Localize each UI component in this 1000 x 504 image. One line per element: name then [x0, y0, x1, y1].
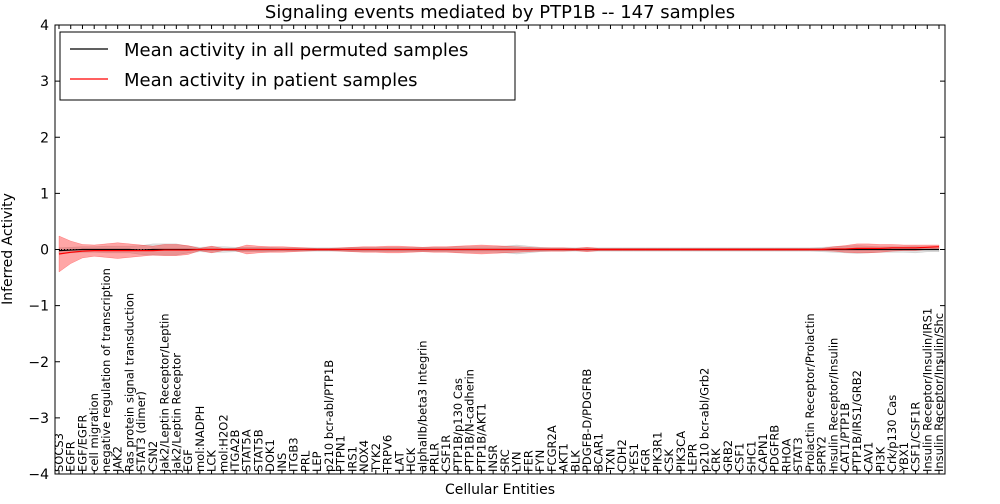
- xtick-label: p210 bcr-abl/PTP1B: [322, 360, 336, 472]
- legend-frame: [59, 31, 516, 101]
- x-axis-label: Cellular Entities: [445, 482, 555, 498]
- xtick-label: YBX1: [897, 442, 911, 473]
- xtick-label: PDGFB-D/PDGFRB: [580, 369, 594, 472]
- ytick-label: −1: [28, 299, 49, 315]
- xtick-label: JAK2: [111, 446, 125, 473]
- xtick-label: LEP: [310, 451, 324, 472]
- xtick-label: cell migration: [87, 393, 101, 472]
- xtick-label: CSK: [662, 449, 676, 472]
- xtick-label: CSF1: [733, 443, 747, 472]
- xtick-label: IRS1: [345, 446, 359, 472]
- xtick-label: PRL: [298, 450, 312, 472]
- xtick-label: Jak2/Leptin Receptor: [169, 353, 183, 473]
- xtick-label: CAT1/PTP1B: [838, 403, 852, 472]
- xtick-label: SRC: [498, 449, 512, 472]
- y-axis-label: Inferred Activity: [0, 193, 16, 305]
- xtick-label: SHC1: [744, 441, 758, 472]
- xtick-label: EGF: [181, 449, 195, 472]
- xtick-label: Jak2/Leptin Receptor/Leptin: [158, 314, 172, 473]
- ytick-label: −4: [28, 467, 49, 483]
- xtick-label: PIK3CA: [674, 431, 688, 472]
- xtick-label: TYK2: [369, 443, 383, 473]
- legend-label-permuted: Mean activity in all permuted samples: [124, 40, 468, 61]
- xtick-label: STAT3 (dimer): [134, 391, 148, 472]
- xtick-label: PDGFRB: [768, 425, 782, 472]
- xtick-label: Insulin Receptor/Insulin/Shc: [932, 313, 946, 472]
- line-series-1: [58, 246, 940, 255]
- xtick-label: Ras protein signal transduction: [122, 293, 136, 472]
- xtick-label: LEPR: [686, 443, 700, 472]
- xtick-label: STAT5A: [240, 429, 254, 472]
- series-lines: [58, 246, 940, 255]
- xtick-label: FER: [521, 450, 535, 472]
- xtick-label: SPRY2: [815, 436, 829, 472]
- xtick-label: CAV1: [862, 442, 876, 472]
- xtick-label: p210 bcr-abl/Grb2: [697, 368, 711, 472]
- xtick-label: FYN: [533, 450, 547, 472]
- legend: Mean activity in all permuted samples Me…: [59, 31, 516, 101]
- xtick-label: STAT3: [791, 437, 805, 472]
- xtick-label: Insulin Receptor/Insulin: [826, 338, 840, 472]
- xtick-label: YES1: [627, 443, 641, 473]
- xtick-label: PI3K: [873, 446, 887, 472]
- xtick-label: PIK3R1: [650, 432, 664, 473]
- xtick-label: EGFR: [64, 441, 78, 472]
- xtick-label: CSF1R: [439, 435, 453, 472]
- ytick-label: −3: [28, 411, 49, 427]
- xtick-label: BLK: [568, 450, 582, 472]
- xtick-label: LAT: [392, 450, 406, 472]
- xtick-label: PTP1B/N-cadherin: [463, 369, 477, 472]
- xtick-label: GRB2: [721, 440, 735, 472]
- xtick-label: RHOA: [779, 439, 793, 472]
- ytick-label: 4: [40, 18, 49, 34]
- xtick-label: alphaIIb/beta3 Integrin: [416, 340, 430, 472]
- xtick-label: SOCS3: [52, 433, 66, 472]
- y-axis-ticks: 4 3 2 1 0 −1 −2 −3 −4: [28, 18, 945, 483]
- xtick-label: FCGR2A: [545, 425, 559, 472]
- xtick-label: ITGA2B: [228, 429, 242, 472]
- xtick-label: DOK1: [263, 439, 277, 472]
- legend-label-patient: Mean activity in patient samples: [124, 70, 418, 91]
- xtick-label: CAPN1: [756, 433, 770, 472]
- xtick-label: PTPN1: [334, 435, 348, 472]
- xtick-label: EGF/EGFR: [75, 415, 89, 472]
- xtick-label: LYN: [510, 451, 524, 472]
- xtick-label: mol:NADPH: [193, 406, 207, 472]
- xtick-label: PTP1B/IRS1/GRB2: [850, 370, 864, 472]
- xtick-label: INSR: [486, 445, 500, 472]
- xtick-label: mol:H2O2: [216, 414, 230, 472]
- xtick-label: BCAR1: [592, 433, 606, 472]
- xtick-label: negative regulation of transcription: [99, 268, 113, 472]
- xtick-label: CSN2: [146, 441, 160, 472]
- xtick-label: STAT5B: [251, 429, 265, 472]
- xtick-label: INS: [275, 453, 289, 472]
- ytick-label: 3: [40, 74, 49, 90]
- xtick-label: Prolactin Receptor/Prolactin: [803, 313, 817, 472]
- chart-title: Signaling events mediated by PTP1B -- 14…: [265, 2, 735, 23]
- xtick-label: Crk/p130 Cas: [885, 395, 899, 472]
- xtick-label: FGR: [639, 448, 653, 472]
- xtick-label: PRLR: [427, 443, 441, 472]
- xtick-label: Insulin Receptor/Insulin/IRS1: [920, 308, 934, 472]
- xtick-label: AKT1: [557, 443, 571, 472]
- xtick-label: LCK: [205, 450, 219, 472]
- xtick-label: PTP1B/p130 Cas: [451, 378, 465, 472]
- ytick-label: 1: [40, 186, 49, 202]
- band-series-1: [58, 235, 940, 273]
- xtick-label: ITGB3: [287, 437, 301, 472]
- xtick-label: TRPV6: [381, 435, 395, 473]
- xtick-label: CRK: [709, 448, 723, 472]
- xtick-label: NOX4: [357, 440, 371, 472]
- xtick-label: CSF1/CSF1R: [909, 402, 923, 472]
- xtick-label: HCK: [404, 447, 418, 472]
- ytick-label: 2: [40, 130, 49, 146]
- ytick-label: −2: [28, 355, 49, 371]
- xtick-label: TXN: [603, 448, 617, 473]
- xtick-label: CDH2: [615, 439, 629, 472]
- xtick-label: PTP1B/AKT1: [474, 403, 488, 472]
- ytick-label: 0: [40, 243, 49, 259]
